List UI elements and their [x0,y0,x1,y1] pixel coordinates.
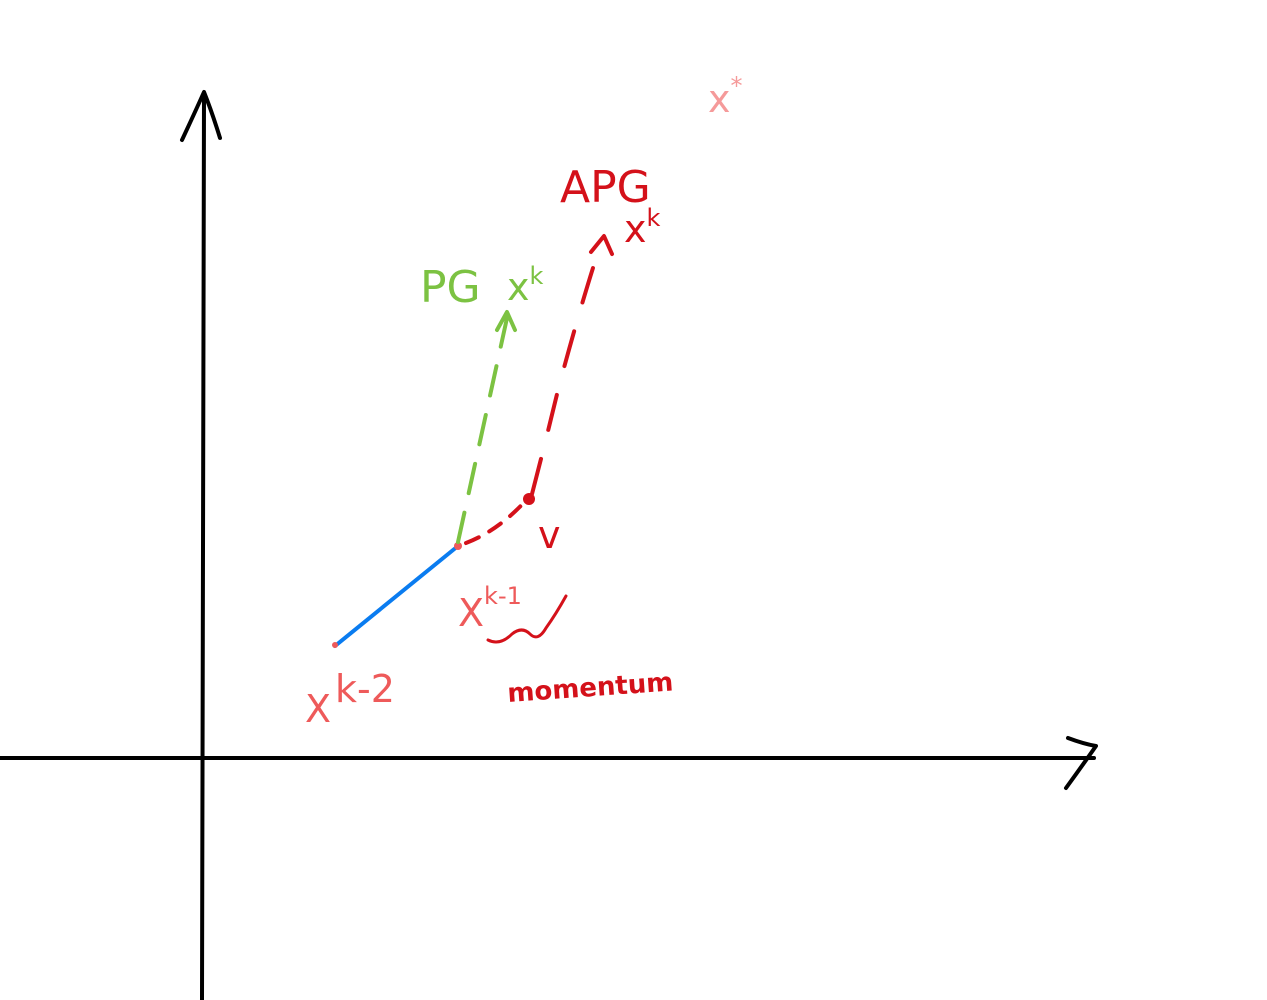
momentum-dashed-line [464,495,531,545]
xk1-point [454,542,462,550]
pg-dashed-line [456,316,509,544]
apg-xk-label: xk [624,204,661,251]
momentum-squiggle [486,594,568,644]
y-axis [200,94,206,1000]
axes [0,90,1098,1000]
pg-xk-label: xk [507,262,544,309]
previous-step-segment [333,544,460,648]
pg-label: PG [420,262,481,313]
x-axis-arrowhead [1064,736,1098,790]
y-axis-arrowhead [180,90,222,142]
apg-dashed-line [530,238,604,496]
pg-arrowhead [495,310,517,332]
apg-arrowhead [589,234,614,256]
x-star-label: x* [708,72,743,121]
pg-path [456,310,517,544]
v-label: v [538,513,561,557]
apg-label: APG [560,162,651,213]
xk1-label: Xk-1 [458,582,522,635]
apg-path [464,234,614,545]
momentum-label: momentum [506,667,674,709]
xk2-point [332,642,338,648]
